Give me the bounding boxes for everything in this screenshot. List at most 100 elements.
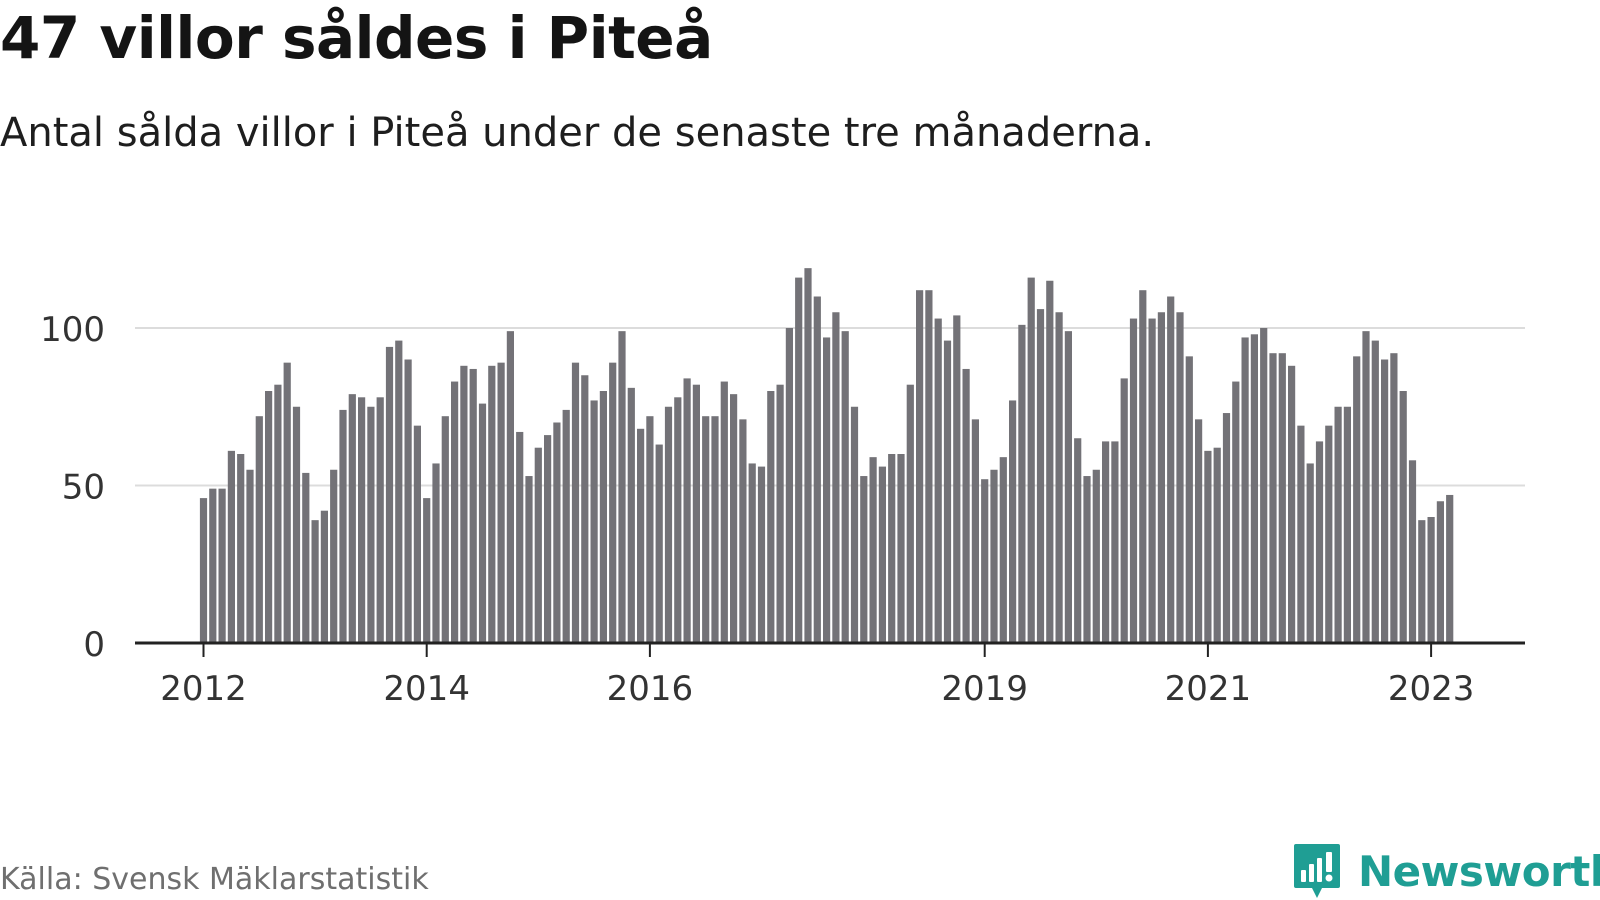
bar xyxy=(757,466,766,643)
bar xyxy=(1381,359,1389,643)
bar xyxy=(785,328,793,643)
bar xyxy=(1325,425,1333,643)
bar xyxy=(292,406,301,643)
bar xyxy=(265,391,273,643)
bar xyxy=(199,498,208,643)
bar xyxy=(1018,324,1026,643)
bar xyxy=(1176,312,1184,643)
bar xyxy=(702,416,710,643)
bar xyxy=(776,384,784,643)
bar xyxy=(943,340,952,643)
bar xyxy=(1222,413,1231,643)
bar xyxy=(971,419,979,643)
bar xyxy=(1269,353,1277,643)
bar xyxy=(525,476,533,643)
bar xyxy=(841,331,849,643)
bar xyxy=(664,406,673,643)
bar xyxy=(581,375,589,643)
newsworthy-logo-icon xyxy=(1294,844,1340,898)
bar xyxy=(274,384,282,643)
bar xyxy=(646,416,654,643)
bar xyxy=(720,381,728,643)
bar xyxy=(869,457,877,643)
bar xyxy=(627,387,635,643)
bar xyxy=(283,362,291,643)
bar xyxy=(348,394,356,643)
bar xyxy=(423,498,431,643)
bar xyxy=(1408,460,1417,643)
bar xyxy=(376,397,384,643)
bar xyxy=(618,331,626,643)
bar xyxy=(795,277,803,643)
y-tick-label: 0 xyxy=(83,625,105,665)
bar xyxy=(385,346,394,643)
bar xyxy=(218,488,226,643)
bar xyxy=(1241,337,1249,643)
bars xyxy=(199,268,1454,643)
bar xyxy=(460,365,468,643)
bar xyxy=(1102,441,1110,643)
bar xyxy=(1148,318,1156,643)
bar xyxy=(1046,280,1054,643)
bar xyxy=(637,428,645,643)
bar xyxy=(748,463,756,643)
highlight-value-label: 47 xyxy=(1440,0,1483,9)
bar xyxy=(953,315,961,643)
bar xyxy=(860,476,868,643)
bar xyxy=(832,312,840,643)
bar xyxy=(1027,277,1035,643)
bar xyxy=(413,425,421,643)
bar xyxy=(255,416,263,643)
bar xyxy=(999,457,1007,643)
bar xyxy=(1139,290,1147,643)
bar xyxy=(1260,328,1268,643)
bar xyxy=(590,400,598,643)
bar xyxy=(813,296,821,643)
bar xyxy=(850,406,859,643)
bar xyxy=(916,290,924,643)
bar xyxy=(1074,438,1082,643)
x-tick-label: 2014 xyxy=(383,669,470,709)
bar xyxy=(1362,331,1370,643)
bar xyxy=(1064,331,1072,643)
bar xyxy=(878,466,886,643)
bar xyxy=(730,394,738,643)
bar xyxy=(906,384,914,643)
bar xyxy=(1436,501,1444,643)
bar xyxy=(237,454,245,643)
bar xyxy=(609,362,617,643)
bar-chart: 0 50 100 2012 2014 2016 2019 2021 2023 47 xyxy=(40,0,1525,709)
bar xyxy=(767,391,775,643)
bar xyxy=(692,384,700,643)
bar xyxy=(1185,356,1193,643)
bar xyxy=(506,331,514,643)
bar xyxy=(1055,312,1063,643)
bar xyxy=(1399,391,1407,643)
bar xyxy=(497,362,505,643)
bar xyxy=(534,447,542,643)
bar xyxy=(1195,419,1203,643)
bar xyxy=(1390,353,1398,643)
bar xyxy=(1371,340,1379,643)
bar xyxy=(981,479,989,643)
bar xyxy=(1083,476,1091,643)
source-note: Källa: Svensk Mäklarstatistik xyxy=(0,862,429,897)
bar xyxy=(1129,318,1138,643)
bar xyxy=(367,406,375,643)
bar xyxy=(1334,406,1342,643)
bar xyxy=(962,368,970,643)
bar xyxy=(553,422,561,643)
bar xyxy=(395,340,403,643)
brand-logo: Newsworthy xyxy=(1292,842,1600,900)
brand-name: Newsworthy xyxy=(1358,846,1600,896)
bar xyxy=(1278,353,1286,643)
bar xyxy=(330,469,338,643)
bar xyxy=(469,368,477,643)
bar xyxy=(990,469,998,643)
bar xyxy=(1167,296,1175,643)
bar xyxy=(1204,450,1212,643)
y-tick-label: 50 xyxy=(62,468,105,508)
bar xyxy=(711,416,719,643)
bar xyxy=(1111,441,1119,643)
bar xyxy=(897,454,905,643)
